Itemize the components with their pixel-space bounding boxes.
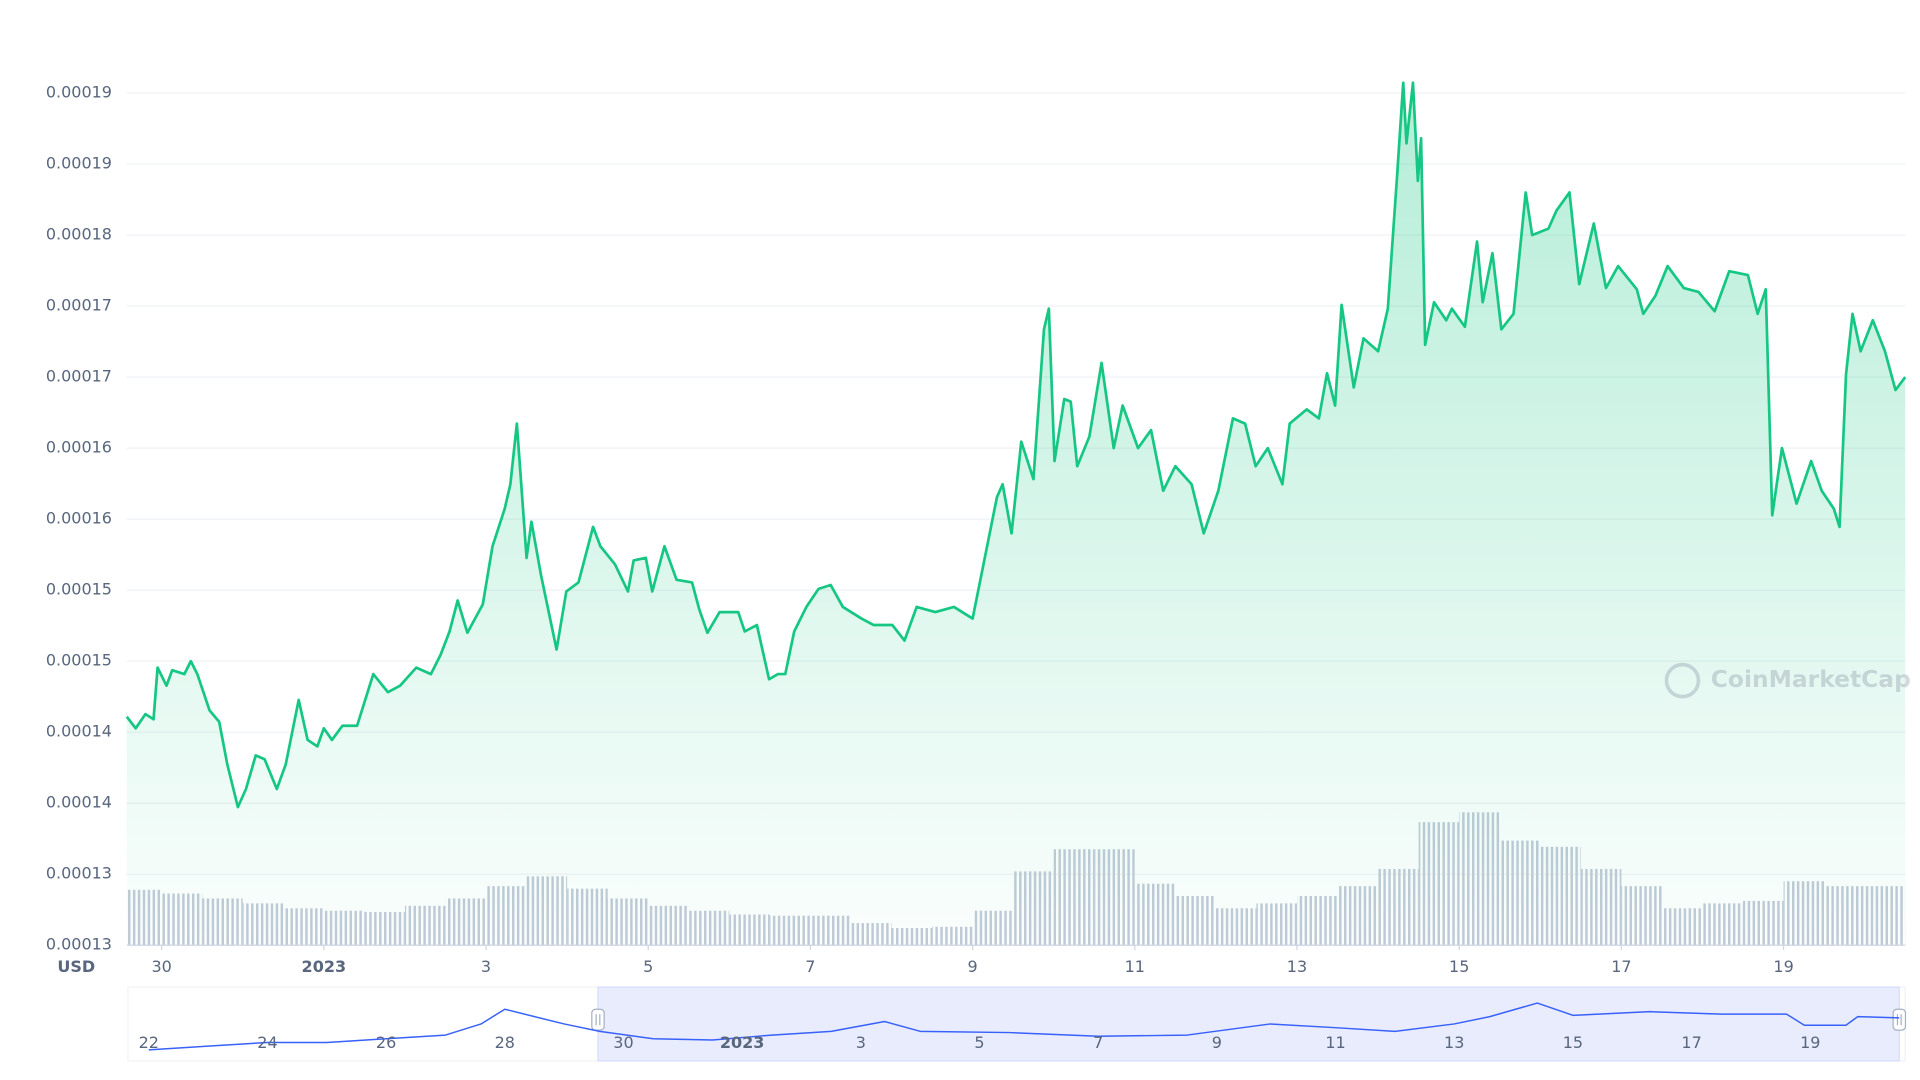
x-tick-label: 28 <box>495 1033 515 1052</box>
x-tick-label: 22 <box>139 1033 159 1052</box>
y-tick-label: 0.00016 <box>46 509 112 528</box>
x-tick-label: 15 <box>1449 957 1469 976</box>
x-tick-label: 11 <box>1325 1033 1345 1052</box>
navigator-handle[interactable] <box>591 1008 605 1031</box>
x-tick-label: 11 <box>1125 957 1145 976</box>
x-tick-label: 3 <box>481 957 491 976</box>
x-tick-label: 19 <box>1773 957 1793 976</box>
x-tick-label: 7 <box>1093 1033 1103 1052</box>
y-tick-label: 0.00014 <box>46 722 112 741</box>
x-tick-label: 13 <box>1287 957 1307 976</box>
x-tick-label: 17 <box>1681 1033 1701 1052</box>
watermark-text: CoinMarketCap <box>1711 665 1911 693</box>
y-tick-label: 0.00017 <box>46 367 112 386</box>
x-tick-label: 2023 <box>720 1033 765 1052</box>
watermark: CoinMarketCap <box>1664 662 1911 699</box>
price-line <box>125 81 1907 809</box>
watermark-logo <box>1664 662 1701 699</box>
x-tick-label: 5 <box>643 957 653 976</box>
x-tick-label: 30 <box>151 957 171 976</box>
x-tick-label: 19 <box>1800 1033 1820 1052</box>
y-tick-label: 0.00015 <box>46 580 112 599</box>
y-tick-label: 0.00013 <box>46 935 112 954</box>
y-tick-label: 0.00014 <box>46 793 112 812</box>
y-tick-label: 0.00016 <box>46 438 112 457</box>
x-tick-label: 15 <box>1563 1033 1583 1052</box>
navigator-handle-grip[interactable] <box>1892 1008 1907 1031</box>
x-tick-label: 7 <box>805 957 815 976</box>
x-tick-label: 24 <box>257 1033 277 1052</box>
y-tick-label: 0.00019 <box>46 154 112 173</box>
navigator-handle-grip[interactable] <box>591 1008 605 1031</box>
y-tick-label: 0.00018 <box>46 225 112 244</box>
x-tick-label: 26 <box>376 1033 396 1052</box>
y-axis-unit: USD <box>57 957 95 976</box>
y-tick-label: 0.00013 <box>46 864 112 883</box>
x-tick-label: 30 <box>613 1033 633 1052</box>
x-tick-label: 9 <box>1212 1033 1222 1052</box>
y-tick-label: 0.00015 <box>46 651 112 670</box>
price-area <box>126 82 1906 946</box>
x-tick-label: 17 <box>1611 957 1631 976</box>
y-tick-label: 0.00019 <box>46 83 112 102</box>
price-line <box>148 1002 1900 1051</box>
x-tick-label: 2023 <box>302 957 347 976</box>
navigator-selection <box>597 986 1900 1062</box>
y-tick-label: 0.00017 <box>46 296 112 315</box>
navigator-handle[interactable] <box>1892 1008 1907 1031</box>
x-tick-label: 9 <box>968 957 978 976</box>
x-tick-label: 5 <box>974 1033 984 1052</box>
x-tick-label: 3 <box>856 1033 866 1052</box>
x-tick-label: 13 <box>1444 1033 1464 1052</box>
